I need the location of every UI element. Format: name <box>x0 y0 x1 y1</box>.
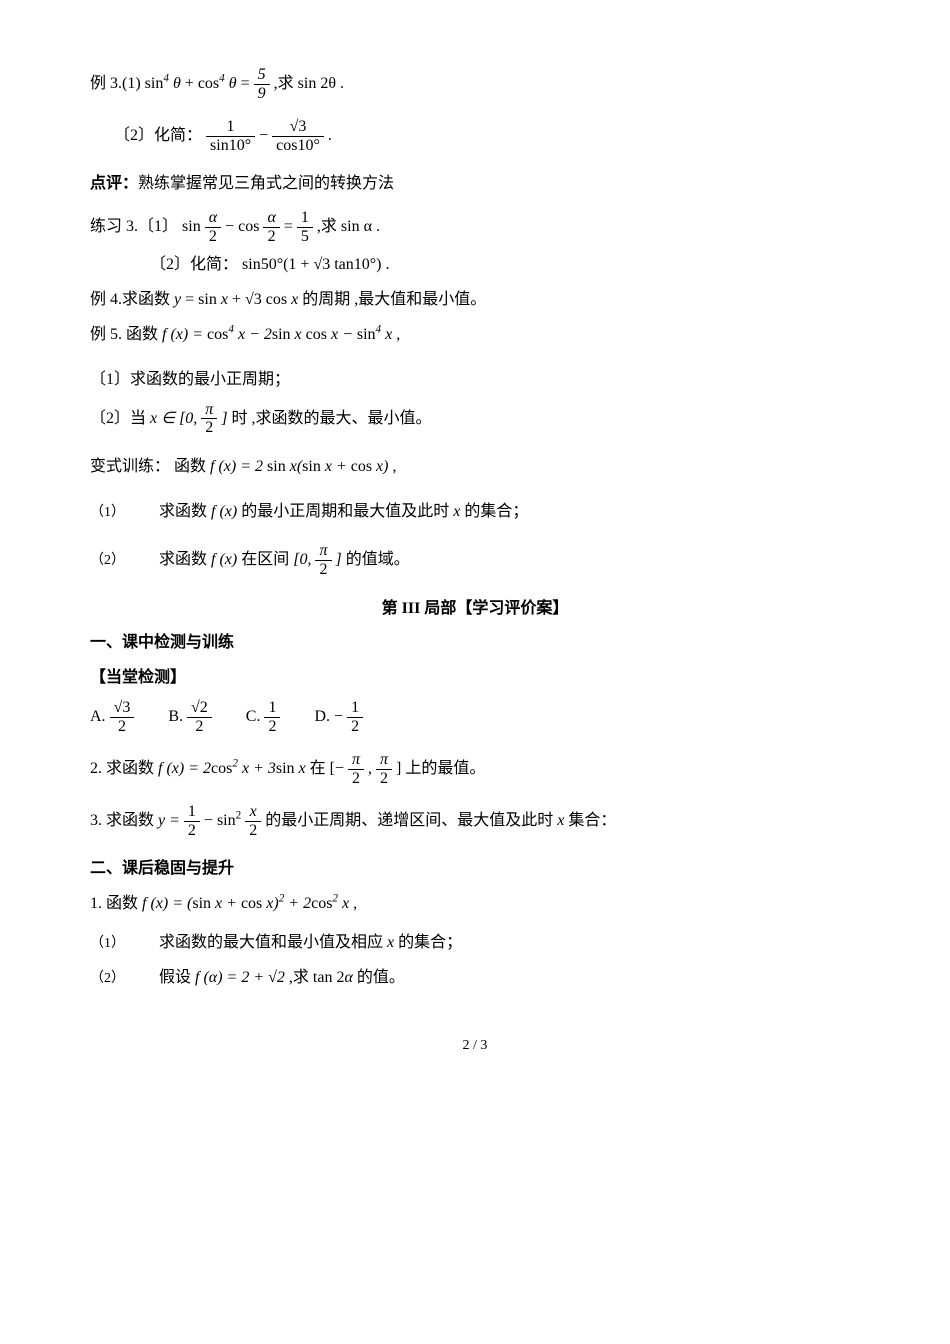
section-2-title: 二、课后稳固与提升 <box>90 855 860 884</box>
problem-1: 1. 函数 f (x) = (sin x + cos x)2 + 2cos2 x… <box>90 890 860 919</box>
example-3-2: 〔2〕化简： 1sin10° − √3cos10° . <box>90 118 860 154</box>
part-3-title: 第 III 局部【学习评价案】 <box>90 595 860 624</box>
page-footer: 2 / 3 <box>90 1033 860 1058</box>
option-b: B. √22 <box>168 699 211 735</box>
question-3: 3. 求函数 y = 12 − sin2 x2 的最小正周期、递增区间、最大值及… <box>90 803 860 839</box>
section-1-sub: 【当堂检测】 <box>90 664 860 693</box>
example-4: 例 4.求函数 y = sin x + √3 cos x 的周期 ,最大值和最小… <box>90 286 860 315</box>
variation: 变式训练： 函数 f (x) = 2 sin x(sin x + cos x) … <box>90 453 860 482</box>
practice-3-1: 练习 3.〔1〕 sin α2 − cos α2 = 15 ,求 sin α . <box>90 209 860 245</box>
variation-2: （2） 求函数 f (x) 在区间 [0, π2 ] 的值域。 <box>90 542 860 578</box>
fraction: 1sin10° <box>206 118 255 154</box>
example-5-1: 〔1〕求函数的最小正周期； <box>90 366 860 395</box>
section-1-title: 一、课中检测与训练 <box>90 629 860 658</box>
practice-3-2: 〔2〕化简： sin50°(1 + √3 tan10°) . <box>90 251 860 280</box>
example-5-2: 〔2〕当 x ∈ [0, π2 ] 时 ,求函数的最大、最小值。 <box>90 401 860 437</box>
option-c: C. 12 <box>246 699 281 735</box>
option-a: A. √32 <box>90 699 134 735</box>
fraction: √3cos10° <box>272 118 324 154</box>
question-1-options: A. √32 B. √22 C. 12 D. − 12 <box>90 699 860 735</box>
example-5: 例 5. 函数 f (x) = cos4 x − 2sin x cos x − … <box>90 321 860 350</box>
comment: 点评：熟练掌握常见三角式之间的转换方法 <box>90 170 860 199</box>
problem-1-2: （2） 假设 f (α) = 2 + √2 ,求 tan 2α 的值。 <box>90 964 860 993</box>
fraction: 59 <box>254 66 270 102</box>
variation-1: （1） 求函数 f (x) 的最小正周期和最大值及此时 x 的集合； <box>90 498 860 527</box>
question-2: 2. 求函数 f (x) = 2cos2 x + 3sin x 在 [− π2 … <box>90 751 860 787</box>
option-d: D. − 12 <box>314 699 363 735</box>
example-3-1: 例 3.(1) sin4 θ + cos4 θ = 59 ,求 sin 2θ . <box>90 66 860 102</box>
problem-1-1: （1） 求函数的最大值和最小值及相应 x 的集合； <box>90 929 860 958</box>
label: 例 3.(1) <box>90 75 141 92</box>
